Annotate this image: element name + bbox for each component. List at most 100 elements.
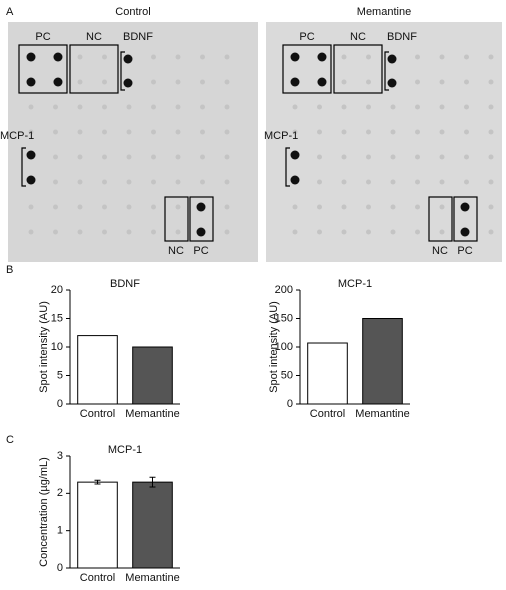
spot (123, 54, 133, 64)
spot (26, 150, 36, 160)
faint-spot (175, 154, 181, 160)
blot-title: Memantine (357, 6, 411, 18)
faint-spot (488, 54, 494, 60)
faint-spot (366, 79, 371, 85)
faint-spot (200, 54, 205, 60)
faint-spot (224, 129, 230, 135)
faint-spot (464, 154, 469, 160)
faint-spot (102, 204, 107, 210)
x-tick-label: Memantine (355, 408, 409, 420)
faint-spot (292, 204, 298, 210)
faint-spot (415, 179, 420, 185)
chart-title: MCP-1 (338, 278, 372, 290)
faint-spot (77, 154, 83, 160)
faint-spot (366, 229, 371, 235)
faint-spot (77, 104, 83, 110)
faint-spot (126, 154, 132, 160)
box (453, 196, 478, 242)
faint-spot (175, 129, 181, 135)
faint-spot (341, 204, 347, 210)
bar (77, 335, 118, 405)
bar (307, 342, 348, 405)
faint-spot (77, 79, 83, 85)
faint-spot (151, 204, 156, 210)
faint-spot (292, 129, 298, 135)
faint-spot (317, 179, 322, 185)
spot (290, 150, 300, 160)
faint-spot (366, 54, 371, 60)
spot-label: NC (432, 245, 448, 257)
box (189, 196, 214, 242)
box (282, 44, 332, 94)
faint-spot (224, 179, 230, 185)
faint-spot (317, 104, 322, 110)
spot (26, 77, 36, 87)
spot (53, 77, 63, 87)
faint-spot (126, 129, 132, 135)
faint-spot (366, 104, 371, 110)
faint-spot (415, 229, 420, 235)
faint-spot (390, 104, 396, 110)
y-tick-label: 50 (281, 369, 293, 381)
panel-label: C (6, 434, 14, 446)
faint-spot (77, 204, 83, 210)
y-tick-label: 3 (57, 450, 63, 462)
y-tick-label: 10 (51, 341, 63, 353)
bar (132, 346, 173, 405)
error-bar (94, 479, 101, 485)
faint-spot (77, 179, 83, 185)
faint-spot (415, 54, 420, 60)
faint-spot (102, 104, 107, 110)
faint-spot (224, 104, 230, 110)
faint-spot (175, 229, 181, 235)
bar (132, 481, 173, 569)
faint-spot (102, 154, 107, 160)
y-tick-label: 1 (57, 525, 63, 537)
spot-label: MCP-1 (0, 130, 34, 142)
faint-spot (292, 229, 298, 235)
faint-spot (53, 179, 58, 185)
spot-label: PC (35, 31, 50, 43)
faint-spot (366, 179, 371, 185)
y-tick-label: 0 (57, 398, 63, 410)
bracket (120, 51, 125, 91)
faint-spot (464, 179, 469, 185)
faint-spot (390, 229, 396, 235)
faint-spot (488, 104, 494, 110)
faint-spot (224, 154, 230, 160)
faint-spot (488, 204, 494, 210)
faint-spot (200, 179, 205, 185)
faint-spot (200, 104, 205, 110)
faint-spot (77, 129, 83, 135)
spot-label: NC (350, 31, 366, 43)
faint-spot (224, 79, 230, 85)
box (428, 196, 453, 242)
spot (387, 78, 397, 88)
spot-label: PC (299, 31, 314, 43)
faint-spot (341, 79, 347, 85)
faint-spot (28, 129, 34, 135)
y-tick-label: 0 (287, 398, 293, 410)
faint-spot (488, 179, 494, 185)
faint-spot (341, 54, 347, 60)
faint-spot (415, 79, 420, 85)
spot (317, 52, 327, 62)
faint-spot (366, 129, 371, 135)
faint-spot (175, 204, 181, 210)
faint-spot (341, 129, 347, 135)
panel-label: B (6, 264, 13, 276)
faint-spot (292, 104, 298, 110)
spot (290, 77, 300, 87)
faint-spot (439, 129, 445, 135)
faint-spot (390, 154, 396, 160)
faint-spot (415, 129, 420, 135)
faint-spot (366, 204, 371, 210)
y-tick-label: 150 (275, 312, 293, 324)
spot (290, 175, 300, 185)
spot (26, 52, 36, 62)
faint-spot (390, 204, 396, 210)
faint-spot (464, 129, 469, 135)
spot (196, 227, 206, 237)
faint-spot (126, 104, 132, 110)
